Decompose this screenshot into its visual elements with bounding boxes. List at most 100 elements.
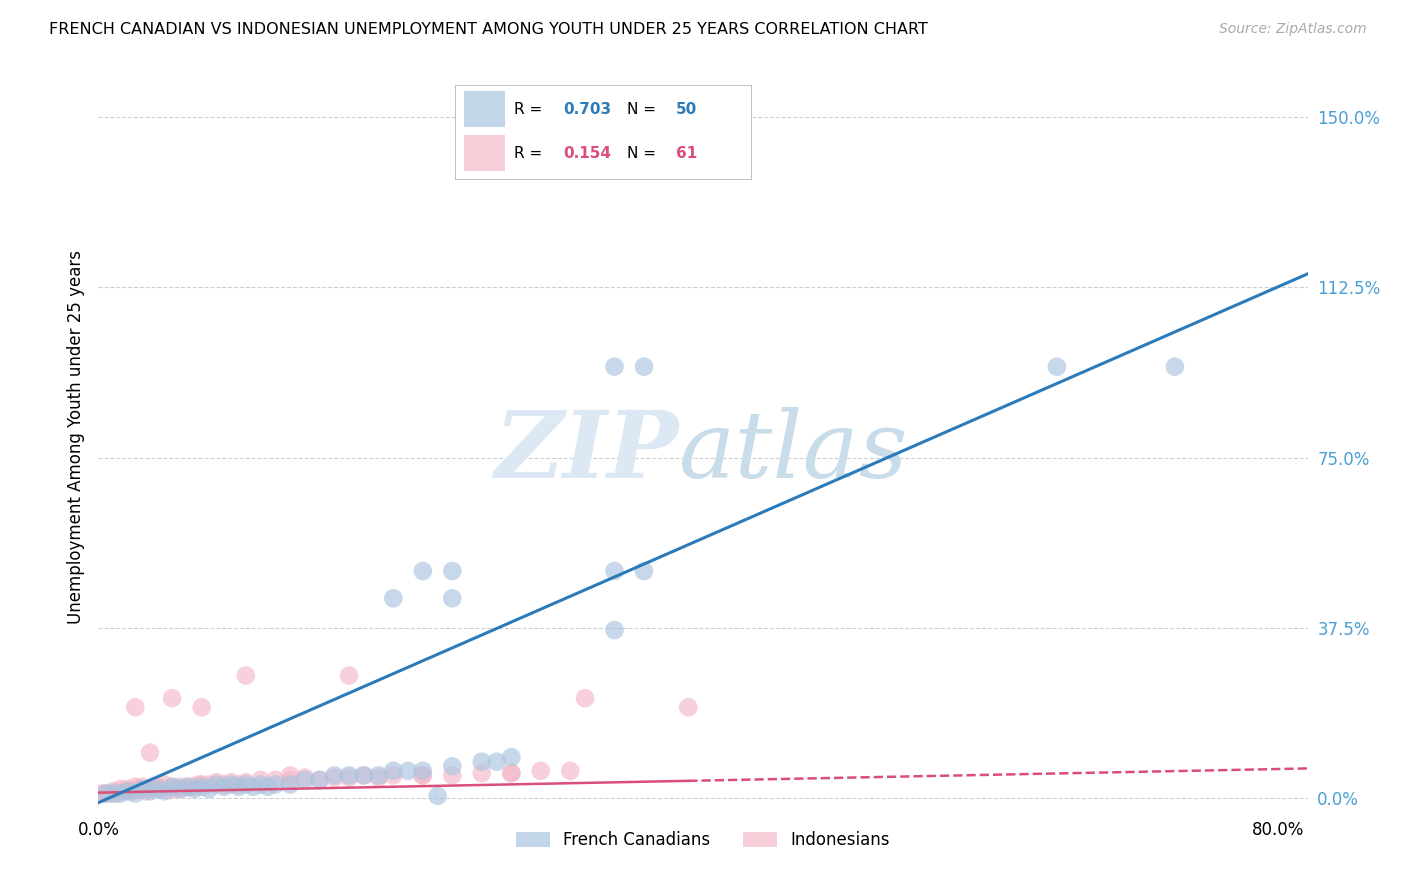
Point [149, 782, 172, 797]
Point [1164, 359, 1187, 374]
Point [176, 780, 198, 794]
Point [294, 772, 316, 787]
Point [308, 772, 330, 787]
Point [94, 787, 117, 801]
Text: FRENCH CANADIAN VS INDONESIAN UNEMPLOYMENT AMONG YOUTH UNDER 25 YEARS CORRELATIO: FRENCH CANADIAN VS INDONESIAN UNEMPLOYME… [49, 22, 928, 37]
Point [205, 777, 228, 791]
Point [219, 775, 242, 789]
Point [176, 780, 198, 794]
Point [382, 591, 405, 606]
Point [142, 780, 165, 794]
Point [603, 564, 626, 578]
Point [323, 768, 346, 782]
Point [412, 764, 434, 778]
Point [180, 780, 202, 794]
Point [308, 772, 330, 787]
Point [530, 764, 553, 778]
Point [94, 787, 117, 801]
Point [228, 780, 250, 794]
Point [112, 784, 135, 798]
Point [146, 780, 169, 794]
Point [101, 784, 124, 798]
Point [157, 782, 180, 797]
Point [1046, 359, 1069, 374]
Point [131, 780, 153, 794]
Point [205, 775, 228, 789]
Point [367, 771, 389, 785]
Point [412, 768, 434, 782]
Point [124, 700, 146, 714]
Point [105, 787, 128, 801]
Point [187, 777, 209, 791]
Point [228, 777, 250, 791]
Point [257, 780, 280, 794]
Point [426, 789, 449, 803]
Point [441, 768, 464, 782]
Point [242, 780, 264, 794]
Point [190, 700, 212, 714]
Point [278, 777, 301, 791]
Point [323, 771, 346, 785]
Point [135, 784, 157, 798]
Text: ZIP: ZIP [495, 407, 679, 497]
Point [235, 777, 257, 791]
Point [337, 768, 360, 782]
Point [124, 780, 146, 794]
Point [678, 700, 700, 714]
Point [353, 768, 375, 782]
Point [441, 759, 464, 773]
Point [110, 782, 132, 797]
Point [198, 782, 221, 797]
Point [139, 782, 162, 797]
Point [441, 591, 464, 606]
Point [90, 787, 112, 801]
Point [294, 771, 316, 785]
Point [131, 782, 153, 797]
Point [139, 746, 162, 760]
Point [117, 784, 139, 798]
Point [235, 668, 257, 682]
Legend: French Canadians, Indonesians: French Canadians, Indonesians [510, 824, 896, 855]
Point [382, 768, 405, 782]
Point [190, 780, 212, 794]
Point [124, 787, 146, 801]
Point [183, 780, 205, 794]
Point [139, 784, 162, 798]
Point [353, 768, 375, 782]
Point [117, 782, 139, 797]
Y-axis label: Unemployment Among Youth under 25 years: Unemployment Among Youth under 25 years [66, 250, 84, 624]
Point [471, 755, 494, 769]
Point [574, 691, 596, 706]
Text: atlas: atlas [679, 407, 908, 497]
Point [110, 787, 132, 801]
Point [603, 623, 626, 637]
Point [190, 777, 212, 791]
Point [633, 359, 655, 374]
Point [160, 691, 183, 706]
Point [172, 782, 194, 797]
Point [235, 775, 257, 789]
Point [471, 766, 494, 780]
Point [101, 787, 124, 801]
Point [264, 777, 287, 791]
Point [501, 766, 523, 780]
Point [212, 777, 235, 791]
Point [146, 782, 169, 797]
Point [212, 780, 235, 794]
Point [367, 768, 389, 782]
Point [603, 359, 626, 374]
Point [633, 564, 655, 578]
Point [264, 772, 287, 787]
Point [278, 768, 301, 782]
Point [169, 782, 191, 797]
Point [183, 782, 205, 797]
Point [412, 768, 434, 782]
Point [165, 782, 187, 797]
Point [153, 777, 176, 791]
Point [278, 772, 301, 787]
Point [219, 777, 242, 791]
Point [396, 764, 419, 778]
Point [382, 764, 405, 778]
Point [501, 750, 523, 764]
Point [97, 787, 120, 801]
